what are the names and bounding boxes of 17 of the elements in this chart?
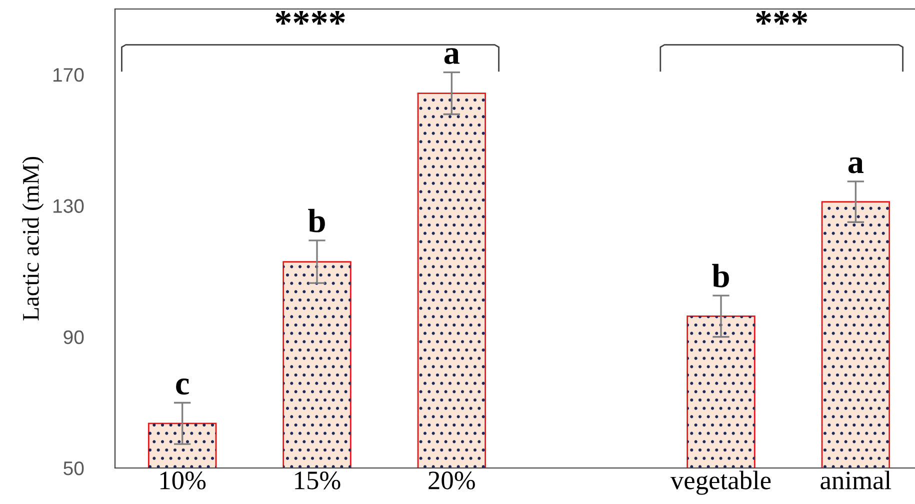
- annotation: ****: [276, 10, 345, 25]
- annotation: a: [848, 157, 864, 174]
- y-tick-label: 130: [53, 199, 84, 213]
- x-tick-label: 10%: [160, 472, 206, 490]
- annotation: ***: [756, 10, 808, 25]
- x-tick-label: 15%: [295, 472, 340, 490]
- y-tick-label: 90: [64, 330, 84, 344]
- annotation: a: [444, 48, 460, 64]
- annotation: b: [308, 208, 325, 232]
- annotation: b: [712, 264, 729, 288]
- x-tick-label: 20%: [428, 472, 475, 490]
- x-tick-label: animal: [820, 470, 892, 490]
- y-axis-title: Lactic acid (mM): [22, 156, 44, 320]
- annotation: c: [176, 378, 189, 395]
- y-tick-label: 50: [64, 461, 84, 476]
- x-tick-label: vegetable: [670, 470, 771, 495]
- y-tick-label: 170: [53, 68, 84, 82]
